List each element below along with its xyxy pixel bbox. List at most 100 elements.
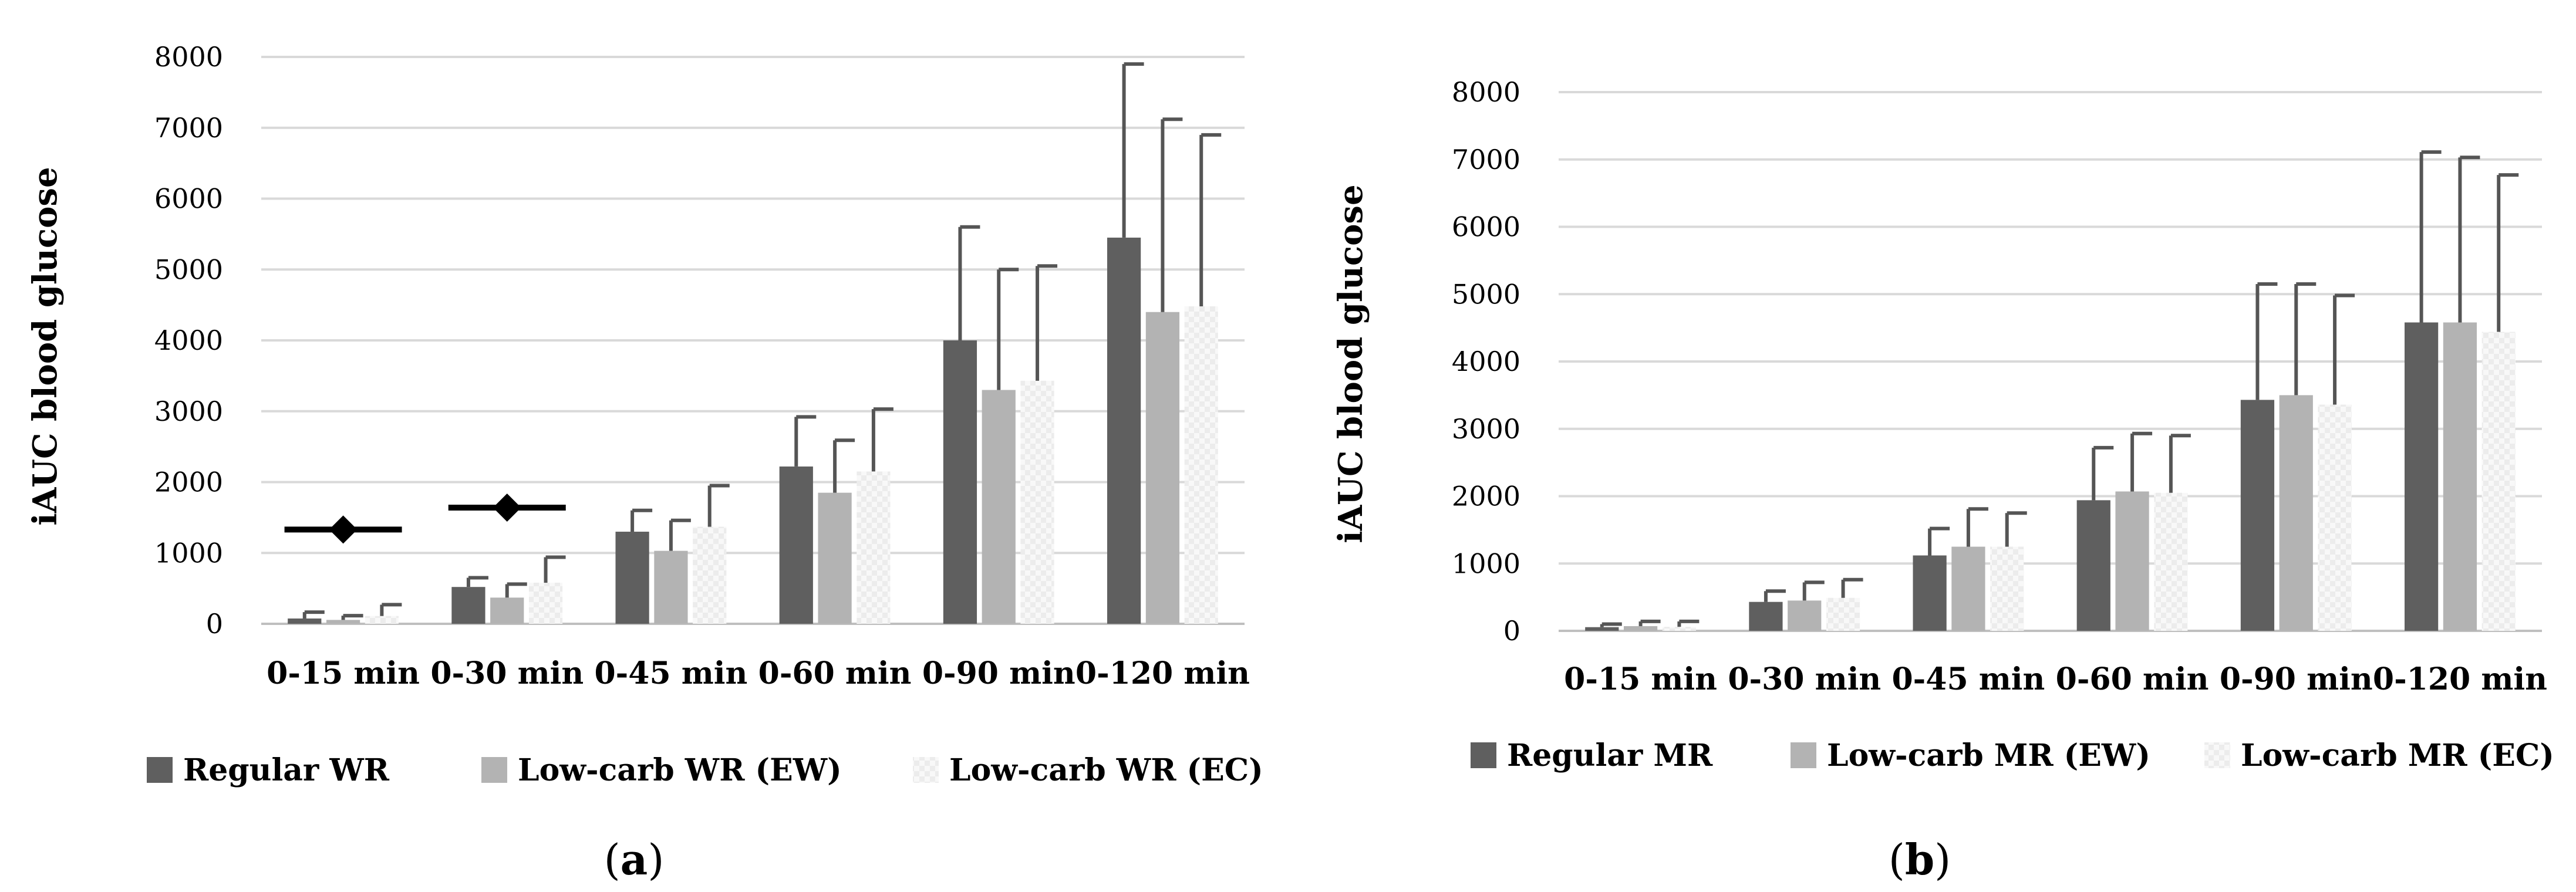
bar	[326, 620, 360, 624]
x-tick-label: 0-30 min	[1728, 661, 1881, 697]
panel-letter: b	[1905, 834, 1934, 884]
bar	[857, 471, 891, 624]
bar	[615, 532, 649, 624]
bar	[1585, 627, 1619, 631]
chart-panel-b: 0 1000 2000 3000 4000 5000 6000 7000 8000 0-15 m…	[1331, 76, 2554, 884]
bar	[2154, 492, 2188, 631]
x-tick-label: 0-45 min	[1892, 661, 2045, 697]
y-tick-label: 1000	[1452, 548, 1520, 579]
bar	[1107, 237, 1141, 624]
bar	[693, 526, 727, 624]
panel-label: (a)	[604, 834, 665, 884]
y-tick-label: 5000	[1452, 278, 1520, 310]
y-tick-label: 7000	[1452, 144, 1520, 175]
bar	[1623, 626, 1658, 631]
y-tick-label: 3000	[1452, 413, 1520, 445]
bar	[288, 618, 322, 624]
bar	[451, 587, 485, 624]
marker-diamond	[493, 493, 521, 522]
y-tick-label: 4000	[154, 325, 223, 356]
bar	[2404, 322, 2439, 631]
legend-swatch	[147, 757, 173, 783]
panel-letter: a	[621, 834, 648, 884]
bar	[1749, 602, 1783, 631]
x-tick-label: 0-60 min	[758, 656, 912, 691]
bar	[2481, 332, 2516, 631]
bars	[288, 237, 1218, 624]
legend-label: Low-carb MR (EC)	[2241, 738, 2554, 773]
gridlines	[1559, 91, 2542, 632]
y-tick-label: 6000	[1452, 211, 1520, 243]
x-tick-label: 0-90 min	[2220, 661, 2373, 697]
bar	[818, 492, 852, 624]
y-tick-label: 5000	[154, 254, 223, 285]
legend-swatch	[913, 757, 939, 783]
y-tick-label: 4000	[1452, 346, 1520, 377]
bar	[2279, 395, 2313, 631]
y-tick-label: 0	[1503, 615, 1520, 647]
y-tick-label: 6000	[154, 183, 223, 215]
x-tick-label: 0-15 min	[1564, 661, 1717, 697]
x-tick-label: 0-15 min	[267, 656, 420, 691]
x-tick-label: 0-120 min	[2373, 661, 2547, 697]
bar	[2318, 404, 2352, 631]
y-axis-label: iAUC blood glucose	[1331, 184, 1370, 543]
legend-swatch	[1791, 742, 1816, 768]
marker-diamond	[329, 515, 358, 544]
panel-label: (b)	[1889, 834, 1951, 884]
x-axis-categories: 0-15 min 0-30 min 0-45 min 0-60 min 0-90 min…	[1564, 661, 2547, 697]
bar	[490, 597, 524, 624]
bar	[1951, 546, 1985, 631]
error-bars	[1600, 150, 2519, 627]
bar	[1145, 312, 1180, 624]
bar	[1913, 555, 1947, 631]
y-tick-label: 2000	[154, 467, 223, 498]
legend-label: Regular WR	[183, 752, 390, 788]
bar	[1020, 380, 1054, 624]
legend-label: Regular MR	[1507, 738, 1713, 773]
bar	[2240, 400, 2275, 631]
bar	[982, 390, 1016, 624]
bar	[654, 550, 688, 624]
y-tick-label: 8000	[1452, 76, 1520, 108]
y-tick-label: 0	[206, 608, 223, 640]
bar	[2115, 491, 2149, 631]
y-tick-label: 8000	[154, 41, 223, 73]
legend-label: Low-carb MR (EW)	[1827, 738, 2150, 773]
bar	[1826, 597, 1860, 631]
bar	[1662, 627, 1697, 631]
x-tick-label: 0-120 min	[1075, 656, 1250, 691]
bar	[1788, 600, 1822, 631]
legend-swatch	[481, 757, 507, 783]
bar	[943, 340, 977, 624]
y-axis-label: iAUC blood glucose	[26, 167, 65, 525]
x-axis-categories: 0-15 min 0-30 min 0-45 min 0-60 min 0-90 min…	[267, 656, 1250, 691]
x-tick-label: 0-45 min	[595, 656, 748, 691]
legend-label: Low-carb WR (EC)	[949, 752, 1263, 788]
bar	[365, 616, 399, 624]
markers	[284, 493, 566, 544]
y-axis-ticks: 0 1000 2000 3000 4000 5000 6000 7000 8000	[154, 41, 223, 640]
legend: Regular WR Low-carb WR (EW) Low-carb WR (E…	[147, 752, 1263, 788]
bar	[528, 582, 563, 624]
bars	[1585, 322, 2516, 631]
bar	[2443, 322, 2477, 631]
y-tick-label: 1000	[154, 537, 223, 569]
error-bars	[302, 62, 1222, 620]
y-tick-label: 2000	[1452, 481, 1520, 512]
x-tick-label: 0-30 min	[430, 656, 584, 691]
y-tick-label: 3000	[154, 396, 223, 427]
x-tick-label: 0-90 min	[922, 656, 1075, 691]
bar	[779, 466, 813, 624]
chart-panel-a: 0 1000 2000 3000 4000 5000 6000 7000 8000 0-15 m…	[26, 41, 1263, 884]
bar	[2076, 500, 2110, 631]
legend: Regular MR Low-carb MR (EW) Low-carb MR (E…	[1471, 738, 2554, 773]
bar	[1990, 546, 2024, 631]
gridlines	[261, 56, 1245, 625]
y-axis-ticks: 0 1000 2000 3000 4000 5000 6000 7000 8000	[1452, 76, 1520, 647]
legend-swatch	[1471, 742, 1496, 768]
bar	[1184, 306, 1218, 624]
y-tick-label: 7000	[154, 112, 223, 144]
legend-swatch	[2204, 742, 2230, 768]
